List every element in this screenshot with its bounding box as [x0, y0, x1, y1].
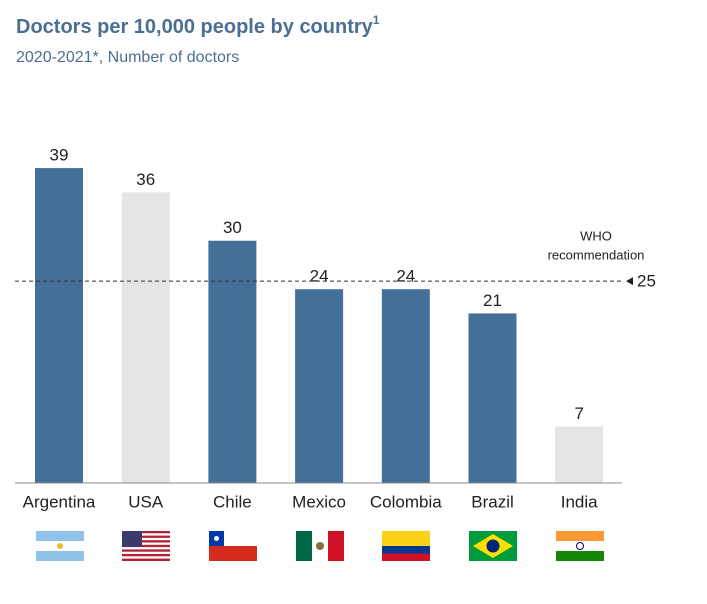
title-text: Doctors per 10,000 people by country — [16, 16, 374, 38]
reference-arrow — [626, 277, 633, 286]
x-tick-label: India — [561, 492, 598, 511]
flag-india — [556, 531, 604, 561]
x-tick-label: USA — [128, 492, 164, 511]
x-tick-label: Mexico — [292, 492, 346, 511]
flag-brazil — [469, 531, 517, 561]
reference-label: WHO — [580, 228, 612, 243]
title-footnote: 1 — [373, 13, 380, 27]
value-label: 7 — [574, 404, 583, 423]
value-label: 36 — [136, 170, 155, 189]
value-label: 24 — [396, 267, 415, 286]
flag-argentina — [36, 531, 84, 561]
flag-mexico — [296, 531, 344, 561]
x-tick-label: Colombia — [370, 492, 442, 511]
flag-colombia — [382, 531, 430, 561]
value-label: 21 — [483, 291, 502, 310]
bar — [35, 168, 83, 483]
bar — [208, 240, 257, 483]
flag-chile — [209, 531, 257, 561]
reference-label: recommendation — [548, 247, 645, 262]
bar — [555, 426, 604, 483]
bar — [295, 289, 344, 483]
bar — [381, 289, 430, 483]
value-label: 24 — [310, 267, 329, 286]
bar — [121, 192, 170, 484]
flags — [36, 531, 604, 561]
x-tick-label: Argentina — [23, 492, 96, 511]
flag-usa — [122, 531, 170, 561]
value-label: 30 — [223, 218, 242, 237]
value-label: 39 — [50, 146, 69, 165]
x-tick-label: Brazil — [471, 492, 514, 511]
x-tick-label: Chile — [213, 492, 252, 511]
reference-value: 25 — [637, 272, 656, 291]
bar — [468, 313, 517, 483]
chart-title: Doctors per 10,000 people by country1 — [16, 13, 380, 38]
chart-subtitle: 2020-2021*, Number of doctors — [16, 49, 239, 66]
